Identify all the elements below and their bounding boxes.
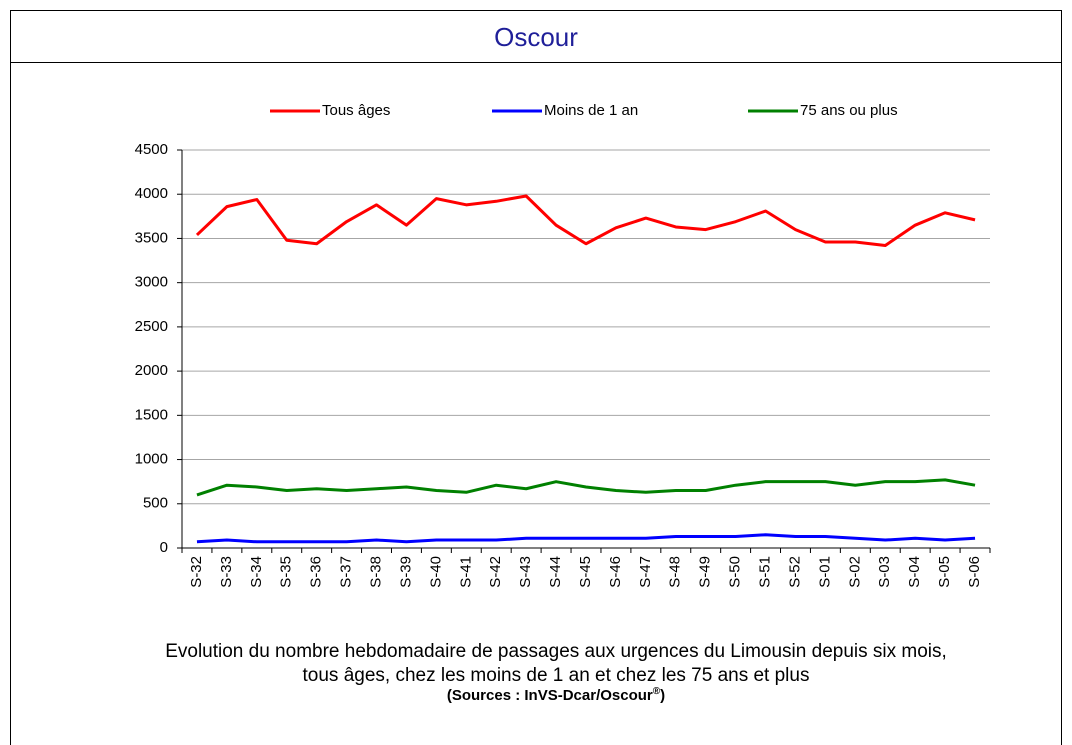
x-tick-label: S-05 [936, 556, 953, 588]
x-tick-label: S-40 [427, 556, 444, 588]
x-tick-label: S-47 [637, 556, 654, 588]
x-tick-label: S-50 [727, 556, 744, 588]
y-tick-label: 2500 [135, 318, 168, 335]
x-tick-label: S-45 [577, 556, 594, 588]
x-tick-label: S-32 [188, 556, 205, 588]
y-tick-label: 1500 [135, 406, 168, 423]
series-line [196, 533, 976, 544]
x-tick-label: S-04 [906, 556, 923, 588]
x-tick-label: S-38 [367, 556, 384, 588]
series-line [195, 194, 976, 248]
caption: tous âges, chez les moins de 1 an et che… [303, 665, 810, 686]
x-tick-label: S-51 [757, 556, 774, 588]
x-tick-label: S-52 [786, 556, 803, 588]
legend-label: Tous âges [322, 102, 390, 119]
x-tick-label: S-35 [278, 556, 295, 588]
x-tick-label: S-46 [607, 556, 624, 588]
x-tick-label: S-01 [816, 556, 833, 588]
x-tick-label: S-41 [457, 556, 474, 588]
x-tick-label: S-44 [547, 556, 564, 588]
chart-title: Oscour [494, 22, 578, 52]
y-tick-label: 2000 [135, 362, 168, 379]
y-tick-label: 3500 [135, 229, 168, 246]
y-tick-label: 4500 [135, 141, 168, 158]
x-tick-label: S-48 [667, 556, 684, 588]
y-tick-label: 0 [160, 539, 168, 556]
frame [10, 10, 1062, 745]
x-tick-label: S-02 [846, 556, 863, 588]
legend-label: Moins de 1 an [544, 102, 638, 119]
source-sup: ® [653, 686, 661, 697]
x-tick-label: S-37 [338, 556, 355, 588]
x-tick-label: S-03 [876, 556, 893, 588]
series-line [196, 478, 976, 497]
source-text: (Sources : InVS-Dcar/Oscour [447, 687, 653, 704]
y-tick-label: 4000 [135, 185, 168, 202]
y-tick-label: 500 [143, 495, 168, 512]
x-tick-label: S-34 [248, 556, 265, 588]
y-tick-label: 1000 [135, 451, 168, 468]
x-tick-label: S-06 [966, 556, 983, 588]
x-tick-label: S-33 [218, 556, 235, 588]
x-tick-label: S-43 [517, 556, 534, 588]
source-end: ) [660, 687, 665, 704]
x-tick-label: S-42 [487, 556, 504, 588]
legend-label: 75 ans ou plus [800, 102, 898, 119]
x-tick-label: S-36 [308, 556, 325, 588]
x-tick-label: S-39 [397, 556, 414, 588]
x-tick-label: S-49 [697, 556, 714, 588]
caption: Evolution du nombre hebdomadaire de pass… [165, 641, 947, 662]
y-tick-label: 3000 [135, 274, 168, 291]
source: (Sources : InVS-Dcar/Oscour®) [447, 686, 665, 704]
